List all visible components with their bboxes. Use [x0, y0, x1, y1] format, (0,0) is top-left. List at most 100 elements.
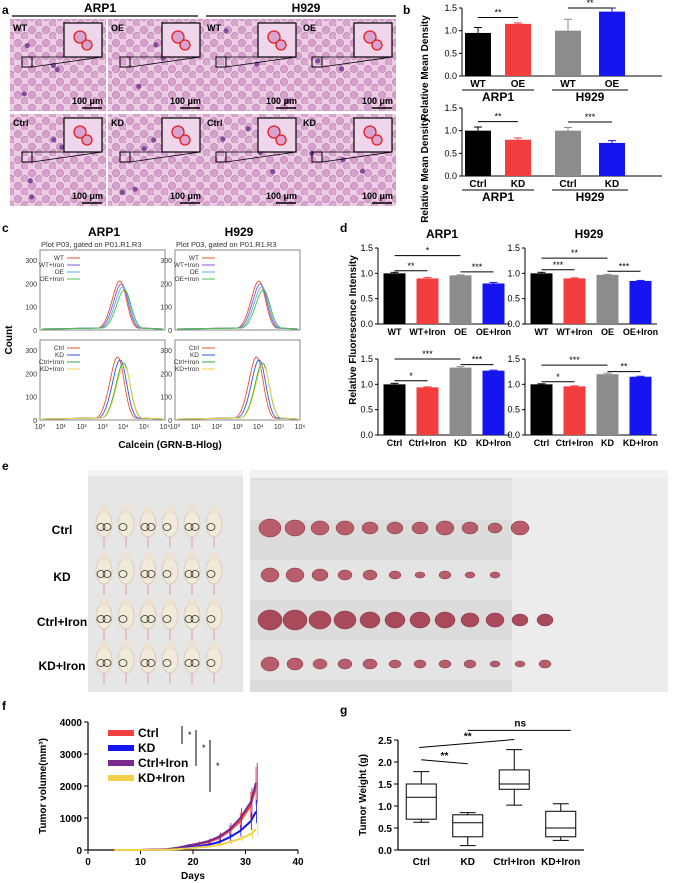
series-line	[114, 811, 257, 851]
inset-cell-outline	[275, 134, 287, 146]
cell-nucleus	[338, 66, 345, 72]
inset-cell-outline	[81, 39, 93, 51]
category-label: KD	[601, 438, 614, 448]
histogram-curve	[176, 359, 299, 420]
zoom-line	[129, 56, 201, 68]
histogram-y-tick: 300	[160, 258, 172, 265]
category-label: WT	[470, 79, 486, 90]
tumor-marker	[206, 523, 216, 531]
tumor	[388, 659, 402, 669]
zoom-source-box	[215, 151, 227, 163]
bar	[383, 384, 406, 435]
scale-bar-label: 100 μm	[362, 191, 393, 201]
histogram-curve	[41, 283, 164, 330]
zoom-source-box	[21, 151, 33, 163]
bar	[599, 11, 625, 77]
tumor	[538, 659, 552, 669]
mouse-head	[187, 598, 197, 606]
histogram-y-tick: 200	[25, 281, 37, 288]
tumor-marker	[184, 570, 194, 578]
bar	[596, 274, 619, 324]
category-label: OE	[511, 79, 526, 90]
tumor-marker	[190, 523, 200, 531]
a-group-arp1: ARP1	[84, 1, 116, 15]
inset-cell-outline	[371, 134, 383, 146]
tumor	[463, 659, 477, 669]
histogram-y-tick: 0	[33, 418, 37, 425]
chart-title: ARP1	[426, 227, 458, 241]
tumor-marker	[206, 659, 216, 667]
zoom-source-box	[311, 151, 323, 163]
tumor	[282, 609, 308, 631]
significance-label: **	[407, 261, 415, 271]
tumor-marker	[206, 570, 216, 578]
group-label: ARP1	[482, 90, 514, 104]
y-tick-label: 1.0	[444, 126, 457, 136]
tumor-marker	[190, 570, 200, 578]
zoom-source-box	[311, 56, 323, 68]
tumor	[361, 521, 379, 535]
mouse-head	[143, 642, 153, 650]
tumor-marker	[140, 615, 150, 623]
significance-line	[419, 739, 515, 749]
micrograph-label: OE	[303, 23, 316, 33]
tumor-marker	[146, 523, 156, 531]
scale-bar-label: 100 μm	[266, 96, 297, 106]
histogram-x-tick: 10⁶	[160, 424, 171, 431]
histogram-x-tick: 10³	[232, 424, 243, 431]
tumor	[286, 657, 304, 671]
tumor	[311, 568, 329, 582]
inset-cell-outline	[179, 39, 191, 51]
category-label: KD	[461, 857, 475, 868]
row-label: KD	[53, 570, 71, 584]
bar	[563, 386, 586, 435]
scale-bar-label: 100 μm	[362, 96, 393, 106]
tumor-marker	[96, 615, 106, 623]
tumor-marker	[102, 523, 112, 531]
category-label: KD	[511, 179, 525, 190]
x-tick-label: 30	[240, 857, 252, 868]
significance-label: *	[202, 743, 206, 753]
tumor	[308, 610, 332, 630]
category-label: OE+Iron	[623, 327, 658, 337]
y-tick-label: 2.0	[378, 758, 392, 769]
y-tick-label: 0.0	[507, 430, 520, 440]
mouse-head	[99, 598, 109, 606]
zoom-line	[321, 151, 393, 163]
bar	[596, 374, 619, 435]
cell-nucleus	[132, 186, 138, 192]
cell-nucleus	[141, 146, 147, 152]
box	[452, 814, 484, 838]
micrograph-label: Ctrl	[207, 118, 223, 128]
y-tick-label: 2.5	[378, 736, 392, 747]
significance-label: **	[494, 8, 502, 18]
histogram-curve	[41, 289, 164, 330]
significance-label: *	[216, 761, 220, 771]
y-tick-label: 1.5	[507, 354, 520, 364]
legend-swatch	[108, 775, 134, 781]
tumor-marker	[118, 570, 128, 578]
cell-nucleus	[284, 98, 290, 104]
histogram-y-tick: 300	[25, 348, 37, 355]
legend-label: Ctrl+Iron	[39, 359, 64, 366]
y-tick-label: 0.5	[444, 148, 457, 158]
tumor	[464, 571, 476, 579]
tumor	[510, 520, 530, 536]
y-tick-label: 0.0	[444, 71, 457, 81]
legend-label: KD	[55, 352, 64, 359]
tumor	[257, 609, 283, 631]
micrograph-label: WT	[13, 23, 27, 33]
group-label: H929	[576, 190, 605, 204]
significance-label: ***	[472, 262, 483, 272]
tumor	[285, 567, 305, 583]
mouse-head	[165, 642, 175, 650]
panel-label-g: g	[340, 703, 347, 717]
row-label: KD+Iron	[38, 659, 85, 673]
histogram-curve	[176, 365, 299, 420]
significance-label: **	[586, 0, 594, 8]
significance-label: ***	[422, 349, 433, 359]
histogram-y-tick: 100	[25, 395, 37, 402]
category-label: WT	[535, 327, 549, 337]
tumor	[333, 610, 357, 630]
category-label: WT	[560, 79, 576, 90]
